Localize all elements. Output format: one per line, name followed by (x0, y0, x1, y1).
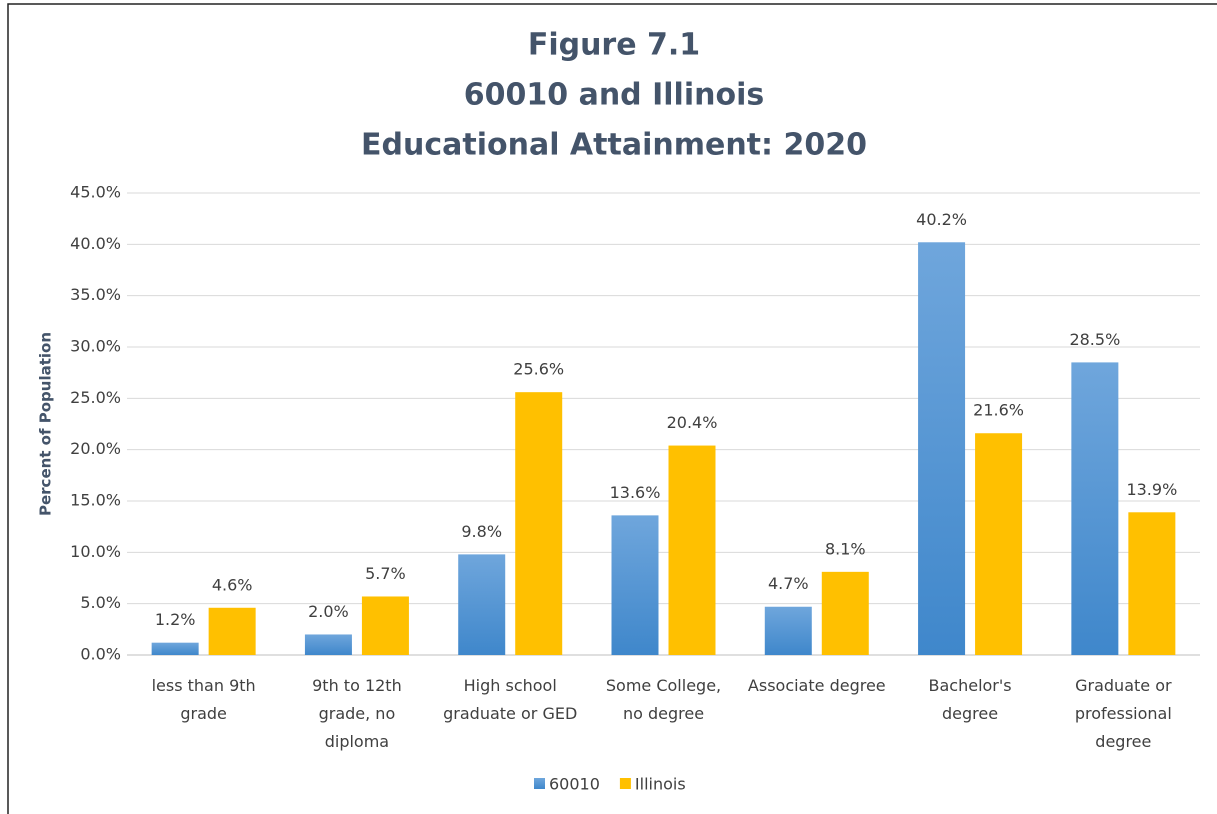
bar (458, 554, 506, 655)
data-label: 2.0% (308, 602, 349, 621)
y-tick-label: 35.0% (70, 285, 121, 304)
x-tick-label: Associate degree (747, 676, 886, 695)
x-tick-label: Bachelor's degree (928, 676, 1012, 723)
data-label: 13.9% (1126, 480, 1177, 499)
y-tick-label: 25.0% (70, 388, 121, 407)
y-tick-label: 0.0% (80, 645, 121, 664)
x-tick-label: High school graduate or GED (443, 676, 578, 723)
y-tick-label: 15.0% (70, 491, 121, 510)
x-tick-label: Graduate or professional degree (1074, 676, 1172, 751)
x-tick-label: 9th to 12th grade, no diploma (312, 676, 402, 751)
y-axis-label: Percent of Population (37, 332, 55, 516)
data-label: 5.7% (365, 564, 406, 583)
bar (611, 515, 659, 655)
data-label: 25.6% (513, 360, 564, 379)
bar (668, 445, 716, 655)
data-label: 4.6% (212, 575, 253, 594)
data-label: 9.8% (461, 522, 502, 541)
bar (918, 242, 966, 655)
bar (764, 606, 812, 655)
y-tick-label: 10.0% (70, 542, 121, 561)
data-label: 20.4% (667, 413, 718, 432)
bar (821, 571, 869, 655)
data-label: 8.1% (825, 539, 866, 558)
bar (151, 642, 199, 655)
chart-title: 60010 and Illinois (464, 78, 764, 113)
x-tick-label: Some College, no degree (605, 676, 722, 723)
bar (361, 596, 409, 655)
data-label: 1.2% (155, 610, 196, 629)
bar (515, 392, 563, 655)
y-tick-label: 40.0% (70, 234, 121, 253)
legend-swatch (619, 778, 631, 789)
chart-title: Educational Attainment: 2020 (361, 128, 867, 163)
bar (975, 433, 1023, 655)
chart-title: Figure 7.1 (528, 28, 700, 63)
data-label: 21.6% (973, 401, 1024, 420)
y-tick-label: 45.0% (70, 183, 121, 202)
legend-label: 60010 (549, 775, 600, 794)
data-label: 28.5% (1069, 330, 1120, 349)
legend-swatch (534, 778, 545, 789)
data-label: 4.7% (768, 574, 809, 593)
legend-label: Illinois (635, 775, 686, 794)
bar (1128, 512, 1176, 655)
bar (1071, 362, 1119, 655)
y-tick-label: 5.0% (80, 593, 121, 612)
frame (7, 3, 1217, 814)
x-tick-label: less than 9th grade (151, 676, 256, 723)
y-tick-label: 30.0% (70, 337, 121, 356)
bar (208, 607, 256, 655)
data-label: 40.2% (916, 210, 967, 229)
y-tick-label: 20.0% (70, 439, 121, 458)
data-label: 13.6% (610, 483, 661, 502)
bar (304, 634, 352, 655)
